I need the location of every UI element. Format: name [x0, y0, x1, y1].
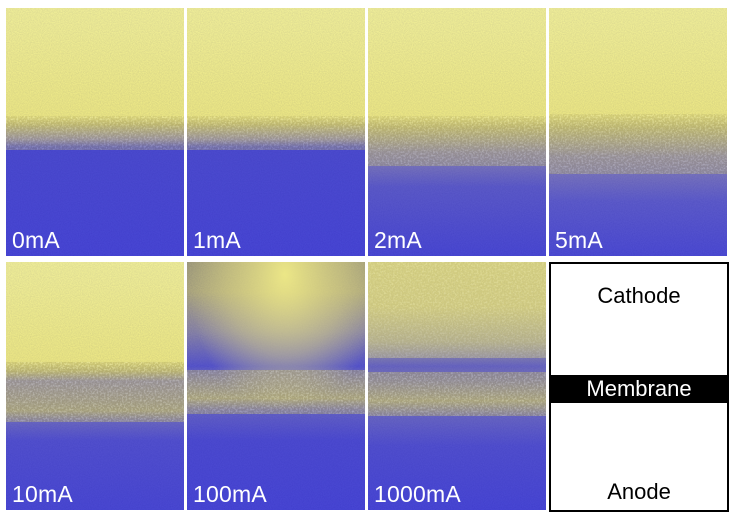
panel-100ma-image	[187, 262, 365, 510]
panel-1000ma-image	[368, 262, 546, 510]
panel-100ma: 100mA	[187, 262, 365, 510]
panel-label: 1mA	[193, 227, 241, 253]
panel-label: 2mA	[374, 227, 422, 253]
panel-0ma: 0mA	[6, 8, 184, 256]
panel-label: 1000mA	[374, 481, 461, 507]
panel-1ma: 1mA	[187, 8, 365, 256]
panel-2ma-image	[368, 8, 546, 256]
legend-membrane-band: Membrane	[551, 375, 727, 403]
panel-1000ma: 1000mA	[368, 262, 546, 510]
panel-10ma: 10mA	[6, 262, 184, 510]
panel-5ma: 5mA	[549, 8, 727, 256]
panel-2ma: 2mA	[368, 8, 546, 256]
panel-label: 5mA	[555, 227, 603, 253]
panel-0ma-image	[6, 8, 184, 256]
panel-10ma-image	[6, 262, 184, 510]
legend-cathode-label: Cathode	[597, 283, 681, 308]
panel-label: 10mA	[12, 481, 73, 507]
panel-5ma-image	[549, 8, 727, 256]
panel-label: 0mA	[12, 227, 60, 253]
panel-1ma-image	[187, 8, 365, 256]
panel-label: 100mA	[193, 481, 267, 507]
legend-box: Cathode Membrane Anode	[549, 262, 729, 512]
legend-anode-label: Anode	[607, 479, 671, 504]
